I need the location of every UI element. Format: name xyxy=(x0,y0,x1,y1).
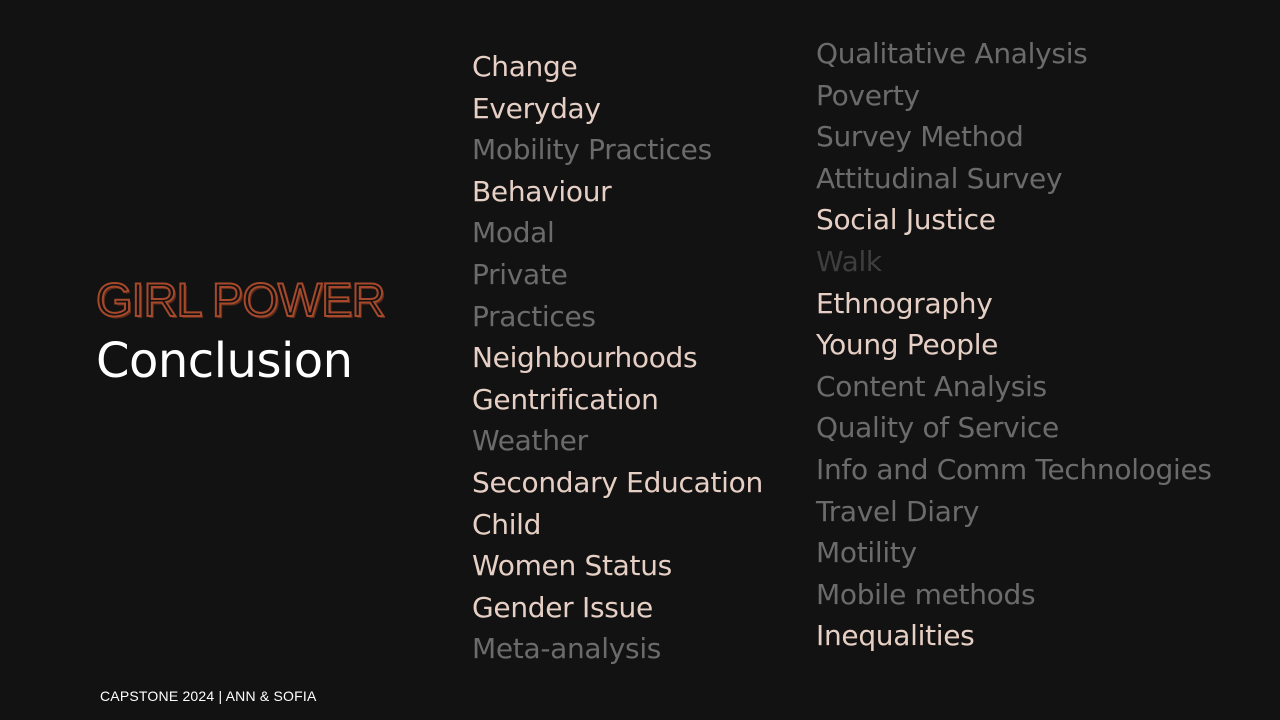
keyword-item: Young People xyxy=(816,328,999,362)
keyword-item: Meta-analysis xyxy=(472,632,662,666)
keyword-item: Modal xyxy=(472,216,555,250)
keyword-item: Everyday xyxy=(472,91,601,125)
slide-footer: CAPSTONE 2024 | ANN & SOFIA xyxy=(100,688,317,704)
keyword-item: Gender Issue xyxy=(472,590,653,624)
keyword-item: Change xyxy=(472,50,578,83)
keyword-item: Info and Comm Technologies xyxy=(816,452,1212,486)
keyword-item: Gentrification xyxy=(472,382,659,416)
keyword-item: Behaviour xyxy=(472,174,612,208)
slide-subtitle: Conclusion xyxy=(96,333,353,389)
keyword-item: Child xyxy=(472,507,542,541)
keyword-item: Ethnography xyxy=(816,286,993,320)
title-block: GIRL POWER Conclusion xyxy=(95,272,387,394)
keyword-item: Mobile methods xyxy=(816,577,1036,611)
keyword-item: Poverty xyxy=(816,78,920,112)
keyword-list-right: Qualitative Analysis Poverty Survey Method… xyxy=(816,33,1212,657)
keyword-item: Secondary Education xyxy=(472,465,763,499)
keyword-item: Qualitative Analysis xyxy=(816,37,1088,70)
keyword-item: Travel Diary xyxy=(816,494,980,528)
keyword-item: Attitudinal Survey xyxy=(816,161,1063,195)
keyword-item: Social Justice xyxy=(816,203,996,237)
keyword-item: Motility xyxy=(816,536,917,570)
keyword-item: Inequalities xyxy=(816,619,975,653)
keyword-list-left: Change Everyday Mobility Practices Behaviou… xyxy=(472,46,763,670)
keyword-item: Walk xyxy=(816,244,882,278)
keyword-item: Content Analysis xyxy=(816,369,1047,403)
keyword-item: Women Status xyxy=(472,549,672,583)
keyword-item: Mobility Practices xyxy=(472,133,712,167)
keyword-item: Weather xyxy=(472,424,588,458)
keyword-item: Practices xyxy=(472,299,596,333)
keyword-item: Quality of Service xyxy=(816,411,1059,445)
keyword-item: Neighbourhoods xyxy=(472,341,698,375)
keyword-item: Private xyxy=(472,257,568,291)
keyword-item: Survey Method xyxy=(816,120,1024,154)
slide-title: GIRL POWER xyxy=(95,272,387,327)
